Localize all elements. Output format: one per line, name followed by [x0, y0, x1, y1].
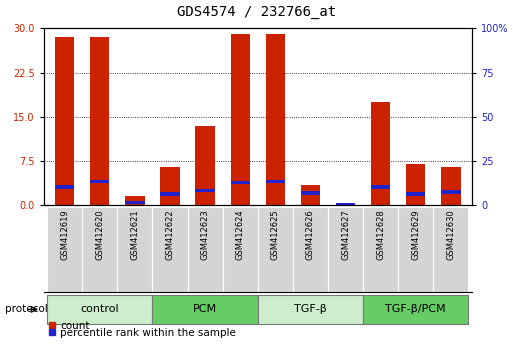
- Bar: [90, 37, 109, 205]
- Text: GDS4574 / 232766_at: GDS4574 / 232766_at: [177, 5, 336, 19]
- Bar: [371, 102, 390, 205]
- FancyBboxPatch shape: [82, 207, 117, 292]
- Bar: [161, 192, 180, 195]
- Bar: [301, 191, 320, 195]
- Text: GSM412626: GSM412626: [306, 210, 315, 261]
- FancyBboxPatch shape: [47, 295, 152, 324]
- Text: count: count: [60, 321, 90, 331]
- Text: protocol: protocol: [5, 304, 48, 314]
- Text: PCM: PCM: [193, 304, 217, 314]
- Bar: [195, 126, 215, 205]
- Bar: [301, 185, 320, 205]
- Bar: [125, 196, 145, 205]
- FancyBboxPatch shape: [258, 295, 363, 324]
- Bar: [406, 164, 425, 205]
- Bar: [161, 167, 180, 205]
- Text: GSM412622: GSM412622: [166, 210, 174, 260]
- Bar: [336, 203, 355, 207]
- FancyBboxPatch shape: [363, 295, 468, 324]
- Bar: [266, 180, 285, 183]
- Text: percentile rank within the sample: percentile rank within the sample: [60, 328, 236, 338]
- Bar: [371, 185, 390, 188]
- Bar: [266, 34, 285, 205]
- Text: GSM412630: GSM412630: [446, 210, 456, 261]
- FancyBboxPatch shape: [398, 207, 433, 292]
- Bar: [406, 192, 425, 195]
- FancyBboxPatch shape: [152, 207, 188, 292]
- Text: GSM412625: GSM412625: [271, 210, 280, 260]
- Bar: [230, 34, 250, 205]
- Text: GSM412624: GSM412624: [236, 210, 245, 260]
- FancyBboxPatch shape: [188, 207, 223, 292]
- Bar: [55, 37, 74, 205]
- Bar: [90, 180, 109, 183]
- Text: GSM412628: GSM412628: [376, 210, 385, 261]
- Bar: [55, 185, 74, 188]
- Bar: [230, 181, 250, 184]
- Text: GSM412619: GSM412619: [60, 210, 69, 260]
- Bar: [49, 322, 55, 328]
- FancyBboxPatch shape: [152, 295, 258, 324]
- Text: control: control: [81, 304, 119, 314]
- Bar: [441, 190, 461, 194]
- Text: GSM412621: GSM412621: [130, 210, 140, 260]
- FancyBboxPatch shape: [223, 207, 258, 292]
- FancyBboxPatch shape: [47, 207, 82, 292]
- Bar: [125, 201, 145, 205]
- FancyBboxPatch shape: [433, 207, 468, 292]
- FancyBboxPatch shape: [363, 207, 398, 292]
- FancyBboxPatch shape: [293, 207, 328, 292]
- FancyBboxPatch shape: [258, 207, 293, 292]
- Text: TGF-β: TGF-β: [294, 304, 327, 314]
- Bar: [49, 329, 55, 335]
- Text: GSM412620: GSM412620: [95, 210, 104, 260]
- Text: GSM412623: GSM412623: [201, 210, 210, 261]
- Text: TGF-β/PCM: TGF-β/PCM: [385, 304, 446, 314]
- FancyBboxPatch shape: [328, 207, 363, 292]
- Bar: [195, 188, 215, 192]
- Text: GSM412629: GSM412629: [411, 210, 420, 260]
- Bar: [441, 167, 461, 205]
- FancyBboxPatch shape: [117, 207, 152, 292]
- Text: GSM412627: GSM412627: [341, 210, 350, 261]
